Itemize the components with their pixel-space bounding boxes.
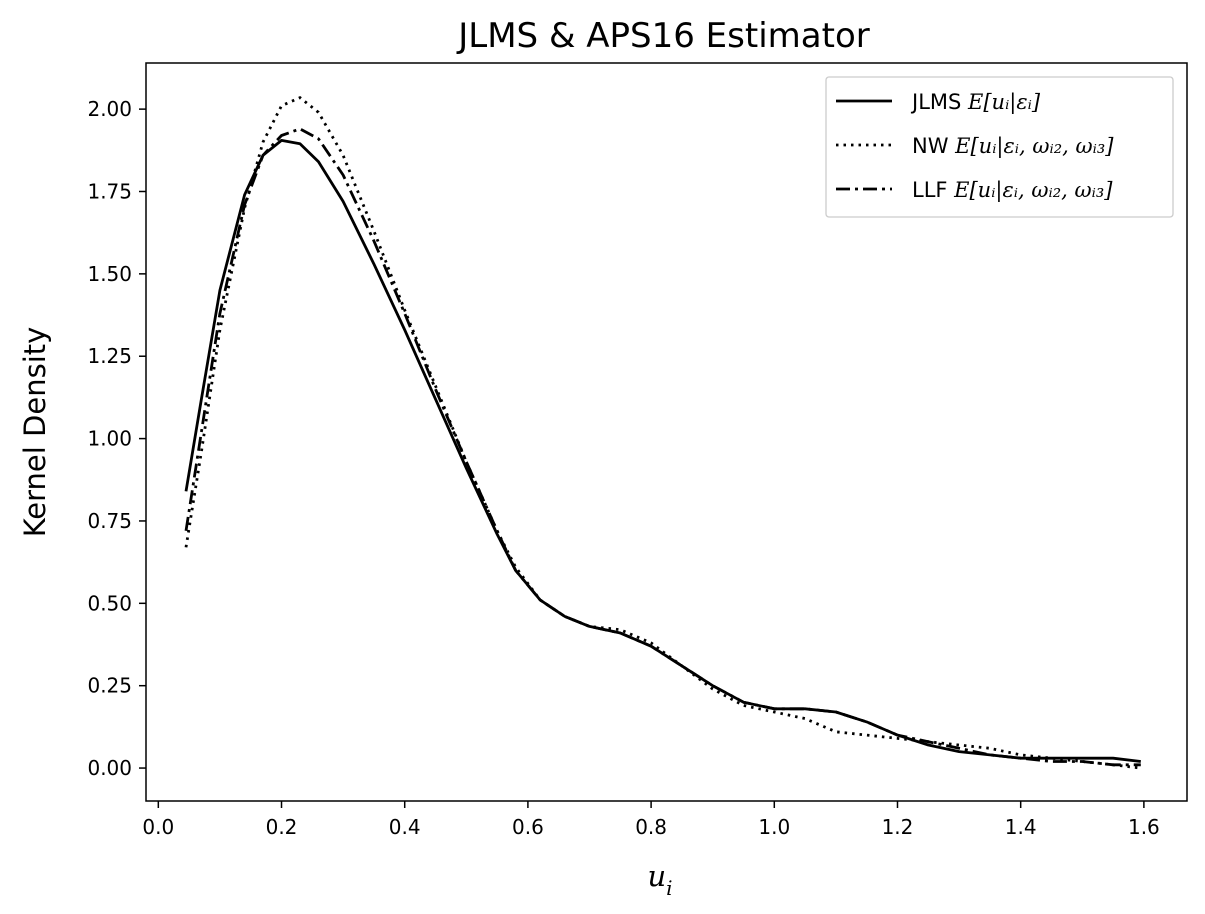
x-tick-label-7: 1.4 bbox=[1005, 815, 1037, 839]
y-tick-label-8: 2.00 bbox=[87, 97, 132, 121]
legend-label-1: NW E[uᵢ|εᵢ, ωᵢ₂, ωᵢ₃] bbox=[912, 134, 1114, 159]
x-tick-label-5: 1.0 bbox=[758, 815, 790, 839]
series-line-0 bbox=[184, 139, 1141, 763]
x-tick-label-2: 0.4 bbox=[389, 815, 421, 839]
x-axis-label-main: u bbox=[647, 859, 666, 893]
x-tick-label-8: 1.6 bbox=[1128, 815, 1160, 839]
x-tick-label-3: 0.6 bbox=[512, 815, 544, 839]
y-tick-label-1: 0.25 bbox=[87, 674, 132, 698]
x-tick-label-0: 0.0 bbox=[142, 815, 174, 839]
chart-title: JLMS & APS16 Estimator bbox=[456, 16, 869, 56]
y-axis-label: Kernel Density bbox=[18, 327, 52, 538]
y-tick-label-0: 0.00 bbox=[87, 756, 132, 780]
x-axis-label-subscript: i bbox=[666, 876, 672, 900]
y-tick-label-2: 0.50 bbox=[87, 591, 132, 615]
x-tick-label-6: 1.2 bbox=[882, 815, 914, 839]
y-tick-label-6: 1.50 bbox=[87, 262, 132, 286]
legend-label-0: JLMS E[uᵢ|εᵢ] bbox=[910, 90, 1041, 115]
y-tick-label-5: 1.25 bbox=[87, 344, 132, 368]
series-layer bbox=[184, 96, 1141, 770]
x-axis-ticks: 0.0 0.2 0.4 0.6 0.8 1.0 1.2 1.4 1.6 bbox=[142, 801, 1160, 839]
legend-label-math-0: E[uᵢ|εᵢ] bbox=[967, 90, 1041, 115]
x-tick-label-1: 0.2 bbox=[266, 815, 298, 839]
legend: JLMS E[uᵢ|εᵢ]NW E[uᵢ|εᵢ, ωᵢ₂, ωᵢ₃]LLF E[… bbox=[825, 76, 1174, 218]
y-axis-ticks: 0.00 0.25 0.50 0.75 1.00 1.25 1.50 1.75 2.00 bbox=[87, 97, 146, 780]
x-tick-label-4: 0.8 bbox=[635, 815, 667, 839]
y-tick-label-4: 1.00 bbox=[87, 427, 132, 451]
legend-label-math-2: E[uᵢ|εᵢ, ωᵢ₂, ωᵢ₃] bbox=[953, 178, 1113, 203]
legend-label-prefix-0: JLMS bbox=[910, 90, 968, 114]
plot-frame bbox=[145, 62, 1188, 802]
legend-box bbox=[825, 76, 1174, 218]
series-line-1 bbox=[184, 96, 1141, 770]
legend-label-prefix-1: NW bbox=[912, 134, 955, 158]
series-line-2 bbox=[184, 127, 1141, 767]
legend-label-2: LLF E[uᵢ|εᵢ, ωᵢ₂, ωᵢ₃] bbox=[912, 178, 1113, 203]
legend-label-math-1: E[uᵢ|εᵢ, ωᵢ₂, ωᵢ₃] bbox=[954, 134, 1114, 159]
legend-label-prefix-2: LLF bbox=[912, 178, 954, 202]
y-tick-label-3: 0.75 bbox=[87, 509, 132, 533]
y-tick-label-7: 1.75 bbox=[87, 179, 132, 203]
x-axis-label: ui bbox=[647, 859, 672, 900]
